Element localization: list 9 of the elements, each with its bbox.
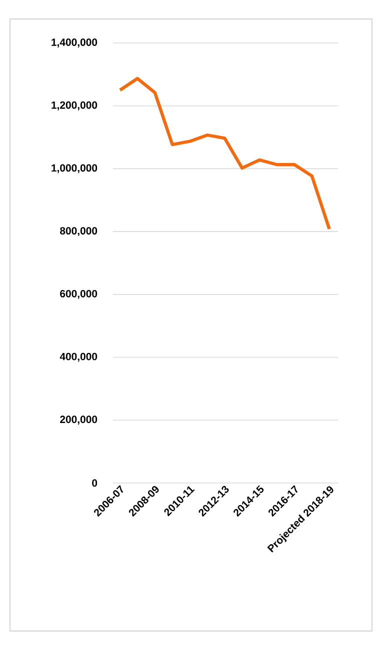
y-tick-label: 0 — [92, 479, 98, 487]
y-tick-label: 600,000 — [60, 290, 98, 299]
line-series — [118, 76, 331, 231]
y-tick-label: 200,000 — [60, 416, 98, 425]
y-tick-label: 1,200,000 — [52, 101, 98, 110]
y-tick-label: 1,000,000 — [52, 164, 98, 174]
y-tick-label: 800,000 — [60, 227, 98, 236]
y-tick-label: 400,000 — [60, 352, 98, 362]
y-tick-label: 1,400,000 — [52, 38, 98, 48]
